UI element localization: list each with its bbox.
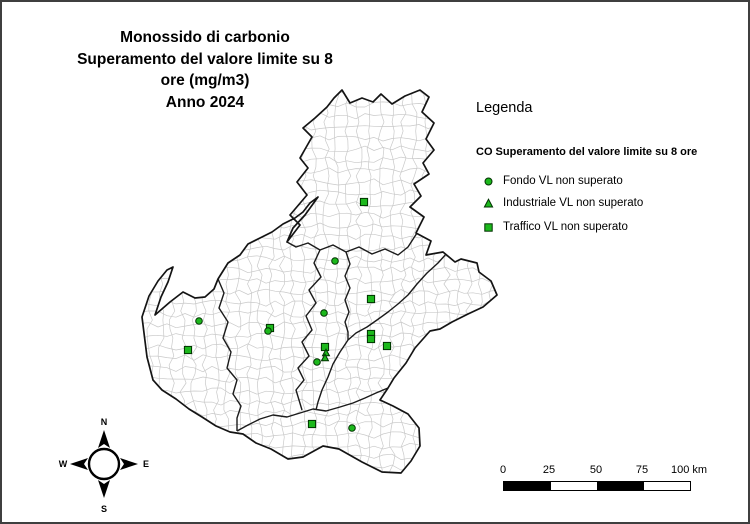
square-icon: [482, 222, 494, 233]
station-marker-traffico: [307, 419, 317, 429]
scale-bar-segments: [503, 481, 691, 491]
scale-tick: 25: [542, 464, 556, 476]
station-marker-traffico: [382, 341, 392, 351]
legend-item-fondo: Fondo VL non superato: [482, 174, 623, 188]
region-outline: [142, 90, 497, 473]
station-marker-fondo: [313, 358, 321, 366]
scale-segment: [549, 482, 598, 490]
compass-label-n: N: [101, 417, 108, 427]
station-marker-traffico: [366, 334, 376, 344]
station-marker-traffico: [320, 342, 330, 352]
triangle-icon: [482, 197, 494, 209]
station-marker-fondo: [331, 257, 339, 265]
scale-segment: [643, 482, 690, 490]
scale-tick: 0: [499, 464, 507, 476]
station-marker-fondo: [264, 327, 272, 335]
province-boundaries: [217, 232, 448, 432]
legend: Legenda CO Superamento del valore limite…: [476, 100, 741, 233]
compass-west-arrow-icon: [70, 458, 88, 470]
title-line: Superamento del valore limite su 8: [77, 50, 333, 68]
scale-segment: [504, 482, 550, 490]
station-marker-traffico: [183, 345, 193, 355]
legend-item-traffico: Traffico VL non superato: [482, 220, 628, 234]
station-marker-industriale: [320, 353, 330, 362]
station-marker-traffico: [366, 294, 376, 304]
legend-item-label: Traffico VL non superato: [503, 221, 628, 233]
title-line: ore (mg/m3): [160, 72, 250, 89]
compass-label-e: E: [143, 459, 149, 469]
region-border: [141, 89, 498, 474]
scale-segment: [597, 482, 644, 490]
station-markers: [183, 197, 392, 432]
scale-tick: 75: [635, 464, 649, 476]
station-marker-fondo: [348, 424, 356, 432]
title-line: Monossido di carbonio: [120, 29, 290, 46]
compass-north-arrow-icon: [98, 430, 110, 448]
compass-label-w: W: [59, 459, 68, 469]
station-marker-traffico: [359, 197, 369, 207]
station-marker-fondo: [195, 317, 203, 325]
scale-tick-labels: 0 25 50 75 100 km: [497, 464, 727, 480]
compass-label-s: S: [101, 504, 107, 514]
legend-item-industriale: Industriale VL non superato: [482, 196, 643, 210]
scale-tick: 50: [589, 464, 603, 476]
scale-bar: 0 25 50 75 100 km: [497, 464, 727, 498]
title-line: Anno 2024: [165, 93, 245, 111]
scale-unit: km: [692, 464, 708, 476]
station-marker-fondo: [320, 309, 328, 317]
compass-rose: N E S W: [59, 417, 149, 514]
legend-item-label: Fondo VL non superato: [503, 175, 623, 187]
circle-icon: [482, 176, 494, 187]
compass-circle: [87, 447, 121, 481]
map-title: Monossido di carbonio Superamento del va…: [40, 27, 370, 113]
compass-south-arrow-icon: [98, 480, 110, 498]
legend-heading: Legenda: [476, 100, 533, 116]
legend-subtitle: CO Superamento del valore limite su 8 or…: [476, 146, 698, 158]
legend-item-label: Industriale VL non superato: [503, 197, 644, 209]
scale-tick: 100: [670, 464, 690, 476]
compass-east-arrow-icon: [120, 458, 138, 470]
